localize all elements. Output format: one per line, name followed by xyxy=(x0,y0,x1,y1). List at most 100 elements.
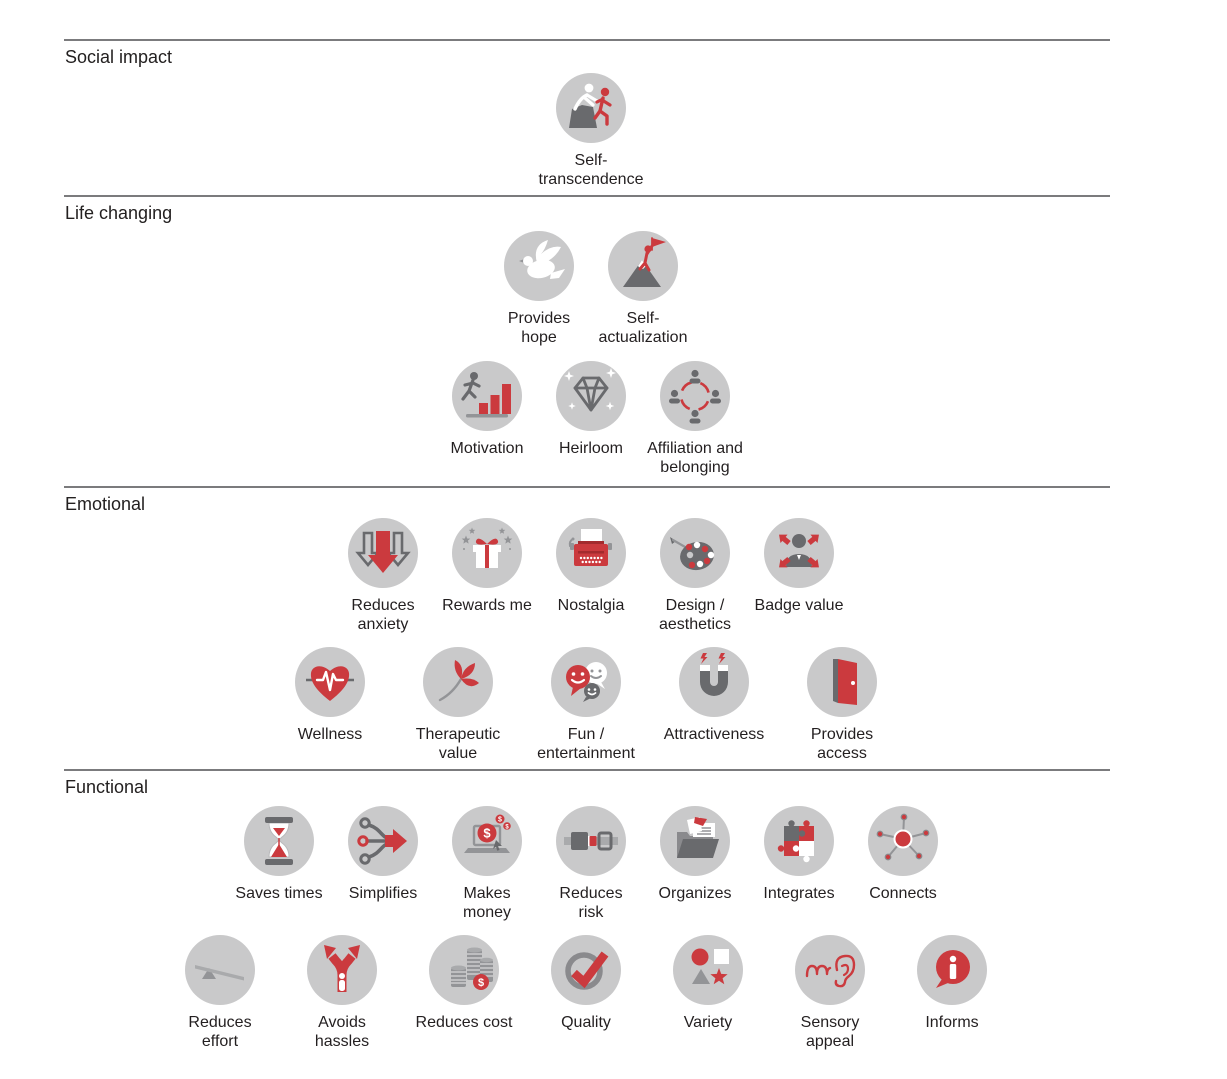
value-reduces-anxiety: Reduces anxiety xyxy=(331,518,435,634)
typewriter-icon xyxy=(556,518,626,588)
value-simplifies: Simplifies xyxy=(331,806,435,922)
value-provides-access: Provides access xyxy=(778,647,906,763)
value-label: Makes money xyxy=(462,885,512,921)
value-reduces-risk: Reduces risk xyxy=(539,806,643,922)
value-organizes: Organizes xyxy=(643,806,747,922)
helping-up-icon xyxy=(556,73,626,143)
svg-text:$: $ xyxy=(478,977,484,989)
divider-emotional xyxy=(64,486,1110,488)
network-icon xyxy=(868,806,938,876)
value-motivation: Motivation xyxy=(435,361,539,477)
value-label: Self- transcendence xyxy=(538,152,644,188)
value-sensory-appeal: Sensory appeal xyxy=(769,935,891,1051)
laptop-money-icon: $ $ $ xyxy=(452,806,522,876)
section-title-functional: Functional xyxy=(65,777,149,797)
runner-chart-icon xyxy=(452,361,522,431)
value-saves-times: Saves times xyxy=(227,806,331,922)
flag-mountain-icon xyxy=(608,231,678,301)
down-arrows-icon xyxy=(348,518,418,588)
value-label: Organizes xyxy=(658,885,732,902)
value-reduces-cost: $ Reduces cost xyxy=(403,935,525,1051)
row-emotional-2: Wellness Therapeutic value xyxy=(0,647,1177,763)
section-title-social-impact: Social impact xyxy=(65,47,173,67)
value-attractiveness: Attractiveness xyxy=(650,647,778,763)
value-heirloom: Heirloom xyxy=(539,361,643,477)
value-variety: Variety xyxy=(647,935,769,1051)
section-title-emotional: Emotional xyxy=(65,494,146,514)
hourglass-icon xyxy=(244,806,314,876)
value-label: Avoids hassles xyxy=(314,1014,370,1050)
value-label: Sensory appeal xyxy=(800,1014,860,1050)
gift-icon xyxy=(452,518,522,588)
palette-icon xyxy=(660,518,730,588)
row-life-changing-1: Provides hope Self- actualization xyxy=(0,231,1182,347)
value-label: Simplifies xyxy=(348,885,418,902)
row-functional-2: Reduces effort Avoids hassles xyxy=(0,935,1177,1051)
value-rewards-me: Rewards me xyxy=(435,518,539,634)
shapes-icon xyxy=(673,935,743,1005)
seatbelt-icon xyxy=(556,806,626,876)
people-circle-icon xyxy=(660,361,730,431)
person-arrows-icon xyxy=(764,518,834,588)
svg-text:$: $ xyxy=(505,824,509,830)
row-functional-1: Saves times Simplifies xyxy=(0,806,1182,922)
coins-icon: $ xyxy=(429,935,499,1005)
value-badge-value: Badge value xyxy=(747,518,851,634)
value-label: Self- actualization xyxy=(598,310,688,346)
value-fun-entertainment: Fun / entertainment xyxy=(522,647,650,763)
value-label: Quality xyxy=(561,1014,611,1031)
value-label: Design / aesthetics xyxy=(658,597,732,633)
value-provides-hope: Provides hope xyxy=(487,231,591,347)
ear-icon xyxy=(795,935,865,1005)
svg-text:$: $ xyxy=(483,826,491,841)
value-label: Saves times xyxy=(235,885,323,902)
info-bubble-icon xyxy=(917,935,987,1005)
value-label: Reduces anxiety xyxy=(351,597,415,633)
merge-arrow-icon xyxy=(348,806,418,876)
value-label: Heirloom xyxy=(558,440,624,457)
magnet-icon xyxy=(679,647,749,717)
value-connects: Connects xyxy=(851,806,955,922)
value-label: Reduces effort xyxy=(188,1014,252,1050)
value-label: Badge value xyxy=(754,597,844,614)
value-self-transcendence: Self- transcendence xyxy=(539,73,643,189)
row-life-changing-2: Motivation Heirloom xyxy=(0,361,1182,477)
value-integrates: Integrates xyxy=(747,806,851,922)
value-label: Affiliation and belonging xyxy=(647,440,743,476)
value-label: Motivation xyxy=(450,440,524,457)
folder-icon xyxy=(660,806,730,876)
value-informs: Informs xyxy=(891,935,1013,1051)
value-nostalgia: Nostalgia xyxy=(539,518,643,634)
value-label: Nostalgia xyxy=(557,597,625,614)
value-label: Reduces cost xyxy=(415,1014,513,1031)
check-icon xyxy=(551,935,621,1005)
value-label: Therapeutic value xyxy=(415,726,501,762)
value-label: Integrates xyxy=(763,885,835,902)
value-therapeutic-value: Therapeutic value xyxy=(394,647,522,763)
value-wellness: Wellness xyxy=(266,647,394,763)
leaves-icon xyxy=(423,647,493,717)
row-emotional-1: Reduces anxiety xyxy=(0,518,1182,634)
value-label: Informs xyxy=(925,1014,979,1031)
value-design-aesthetics: Design / aesthetics xyxy=(643,518,747,634)
dove-icon xyxy=(504,231,574,301)
value-self-actualization: Self- actualization xyxy=(591,231,695,347)
value-label: Rewards me xyxy=(442,597,532,614)
value-label: Fun / entertainment xyxy=(537,726,635,762)
value-label: Attractiveness xyxy=(663,726,765,743)
puzzle-icon xyxy=(764,806,834,876)
value-label: Variety xyxy=(683,1014,733,1031)
value-affiliation-belonging: Affiliation and belonging xyxy=(643,361,747,477)
value-label: Wellness xyxy=(297,726,363,743)
section-title-life-changing: Life changing xyxy=(65,203,173,223)
value-label: Connects xyxy=(869,885,937,902)
value-reduces-effort: Reduces effort xyxy=(159,935,281,1051)
divider-functional xyxy=(64,769,1110,771)
split-arrows-icon xyxy=(307,935,377,1005)
divider-top xyxy=(64,39,1110,41)
value-label: Provides hope xyxy=(507,310,571,346)
value-quality: Quality xyxy=(525,935,647,1051)
row-social-impact: Self- transcendence xyxy=(0,73,1182,189)
value-label: Reduces risk xyxy=(559,885,623,921)
